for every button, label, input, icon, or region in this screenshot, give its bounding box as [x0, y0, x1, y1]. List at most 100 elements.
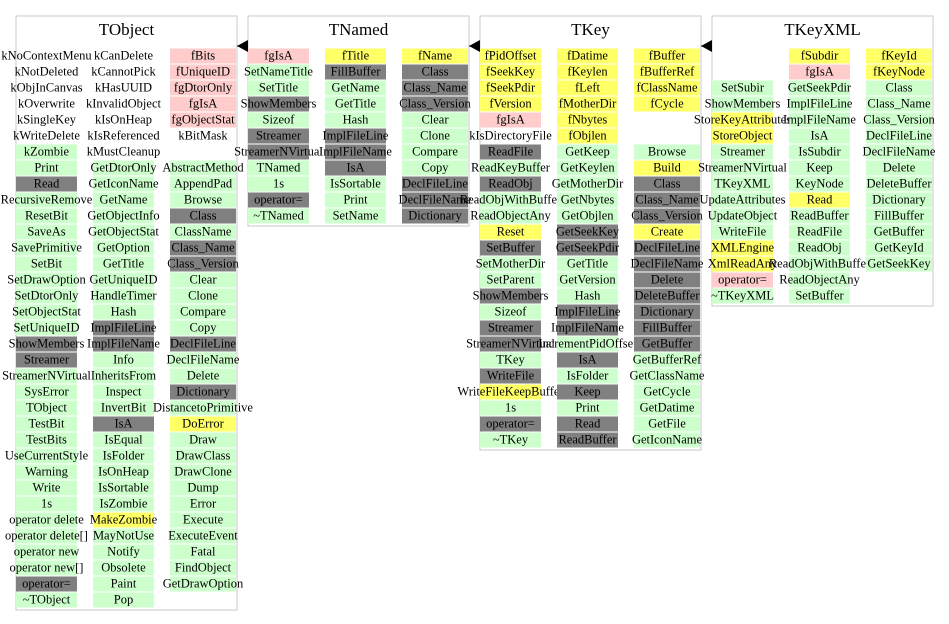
member-bg: [93, 448, 154, 464]
member-bg: [634, 64, 700, 80]
member-bg: [16, 528, 77, 544]
member-bg: [170, 496, 236, 512]
member-bg: [170, 64, 236, 80]
member-bg: [557, 128, 618, 144]
member-bg: [789, 224, 850, 240]
member-bg: [480, 176, 541, 192]
member: IsA: [114, 416, 132, 430]
member-bg: [634, 384, 700, 400]
member: IsOnHeap: [98, 464, 149, 478]
member: GetObjectStat: [88, 224, 159, 238]
member-bg: [557, 304, 618, 320]
member-bg: [557, 240, 618, 256]
member-bg: [170, 48, 236, 64]
member-bg: [170, 256, 236, 272]
member: Class_Version: [863, 112, 935, 126]
member: IsSortable: [98, 480, 149, 494]
member: ShowMembers: [705, 96, 781, 110]
member: kIsReferenced: [87, 128, 160, 142]
member: Copy: [189, 320, 217, 334]
member-bg: [93, 464, 154, 480]
member-bg: [248, 80, 309, 96]
member-bg: [16, 272, 77, 288]
member: Delete: [187, 368, 220, 382]
member-bg: [93, 480, 154, 496]
member-bg: [480, 144, 541, 160]
member-bg: [557, 176, 618, 192]
member: UpdateObject: [708, 208, 778, 222]
member: GetSeekPdir: [788, 80, 852, 94]
member-bg: [789, 144, 850, 160]
member: SetMotherDir: [476, 256, 546, 270]
member: Class_Name: [171, 240, 235, 254]
member-bg: [480, 96, 541, 112]
member-bg: [557, 96, 618, 112]
member: Browse: [648, 144, 687, 158]
member-bg: [712, 112, 773, 128]
member: DeclFileName: [399, 192, 472, 206]
member: kObjInCanvas: [10, 80, 82, 94]
member: Notify: [107, 544, 140, 558]
member-bg: [325, 112, 386, 128]
member: DeclFileName: [167, 352, 240, 366]
member-bg: [557, 224, 618, 240]
member-bg: [712, 128, 773, 144]
member: Warning: [25, 464, 68, 478]
member-bg: [866, 240, 932, 256]
member: Clear: [421, 112, 449, 126]
member-bg: [402, 96, 468, 112]
member: fBits: [191, 48, 215, 62]
member-bg: [16, 576, 77, 592]
member: DeleteBuffer: [866, 176, 932, 190]
member: Write: [33, 480, 61, 494]
member-bg: [16, 592, 77, 608]
member: fSeekPdir: [486, 80, 536, 94]
member-bg: [557, 400, 618, 416]
member: Print: [343, 192, 368, 206]
member-bg: [480, 160, 541, 176]
member-bg: [16, 448, 77, 464]
member: StreamerNVirtual: [2, 368, 91, 382]
member-bg: [16, 368, 77, 384]
member-bg: [170, 160, 236, 176]
member: IsA: [578, 352, 596, 366]
member-bg: [402, 112, 468, 128]
member: ImplFileLine: [91, 320, 157, 334]
member: IncrementPidOffset: [538, 336, 637, 350]
member-bg: [789, 288, 850, 304]
member-bg: [170, 176, 236, 192]
member: SetTitle: [259, 80, 299, 94]
member-bg: [712, 288, 773, 304]
member-bg: [170, 432, 236, 448]
member: ReadObjWithBuffer: [460, 192, 562, 206]
member: Clear: [189, 272, 217, 286]
member: GetSeekPdir: [556, 240, 620, 254]
member-bg: [93, 544, 154, 560]
member: fKeylen: [567, 64, 608, 78]
member: kHasUUID: [95, 80, 152, 94]
member-bg: [170, 448, 236, 464]
member: Class_Name: [635, 192, 699, 206]
member: operator delete: [9, 512, 84, 526]
member: fNbytes: [568, 112, 608, 126]
member-bg: [325, 96, 386, 112]
member: Streamer: [488, 320, 534, 334]
member-bg: [480, 256, 541, 272]
member-bg: [93, 288, 154, 304]
member: fCycle: [650, 96, 684, 110]
member-bg: [93, 592, 154, 608]
member-bg: [248, 160, 309, 176]
member: GetKeyId: [874, 240, 924, 254]
member: Create: [651, 224, 684, 238]
member-bg: [402, 80, 468, 96]
member: ~TKeyXML: [711, 288, 774, 302]
member: fPidOffset: [485, 48, 537, 62]
member: IsFolder: [103, 448, 146, 462]
member: InvertBit: [101, 400, 147, 414]
member: DrawClass: [176, 448, 231, 462]
member: kIsDirectoryFile: [469, 128, 552, 142]
member-bg: [93, 512, 154, 528]
member: ReadKeyBuffer: [471, 160, 551, 174]
member-bg: [16, 352, 77, 368]
member: MakeZombie: [90, 512, 158, 526]
